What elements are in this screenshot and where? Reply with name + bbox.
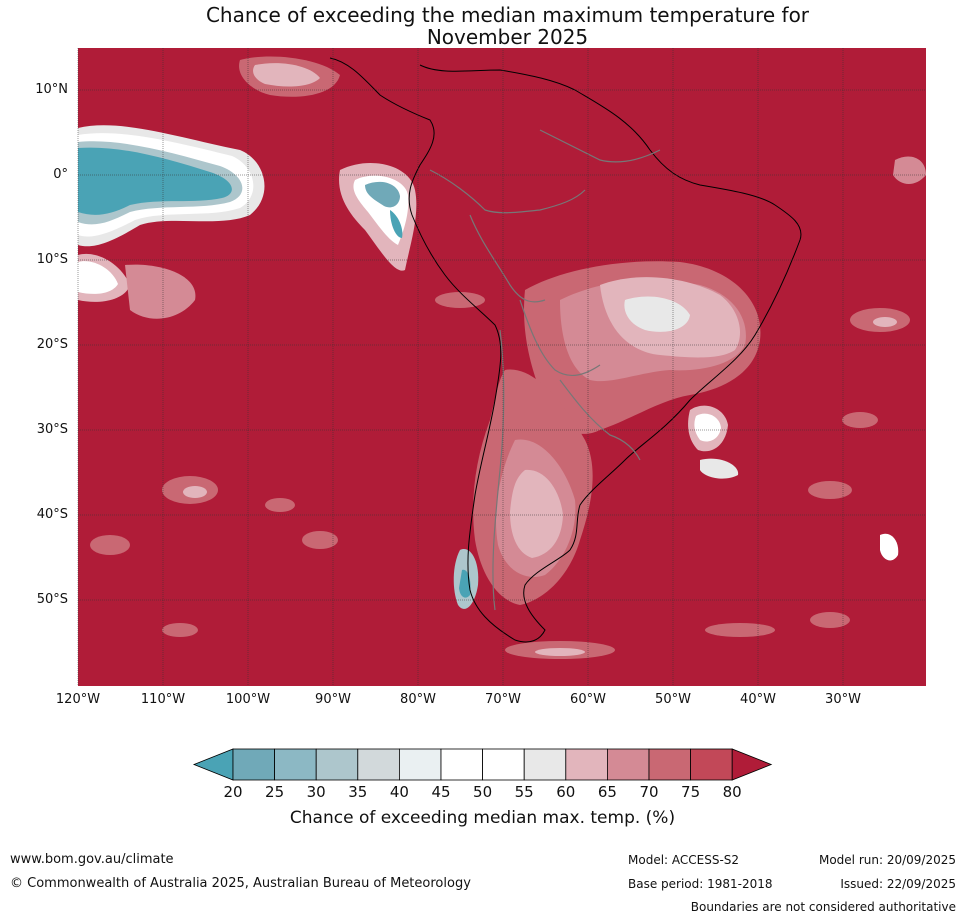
lon-label-50w: 50°W bbox=[655, 692, 691, 707]
colorbar-segment bbox=[482, 748, 525, 781]
lat-label-10s: 10°S bbox=[36, 252, 68, 267]
colorbar-segment bbox=[440, 748, 483, 781]
colorbar-segment bbox=[315, 748, 359, 781]
footer-copyright: © Commonwealth of Australia 2025, Austra… bbox=[10, 876, 471, 891]
cool-patch-patagonia-core bbox=[459, 569, 471, 598]
lon-label-60w: 60°W bbox=[570, 692, 606, 707]
cool-anomaly-atlantic bbox=[688, 156, 926, 561]
colorbar-segment bbox=[274, 748, 317, 781]
footer-disclaimer: Boundaries are not considered authoritat… bbox=[690, 900, 956, 914]
colorbar-segment bbox=[648, 748, 691, 781]
footer-base-period: Base period: 1981-2018 bbox=[628, 877, 773, 891]
colorbar-tick-label: 45 bbox=[431, 783, 451, 801]
warm-moderate-brazil bbox=[524, 261, 761, 434]
footer-website[interactable]: www.bom.gov.au/climate bbox=[10, 852, 174, 867]
warm-light-central-america bbox=[253, 63, 320, 87]
footer-model: Model: ACCESS-S2 bbox=[628, 853, 740, 867]
lon-label-70w: 70°W bbox=[485, 692, 521, 707]
colorbar-segment bbox=[398, 748, 442, 781]
lon-label-80w: 80°W bbox=[400, 692, 436, 707]
colorbar-tick-label: 20 bbox=[223, 783, 243, 801]
colorbar-tick-label: 80 bbox=[722, 783, 742, 801]
colorbar-arrow-high bbox=[731, 748, 773, 781]
country-borders bbox=[429, 129, 661, 611]
title-line-1: Chance of exceeding the median maximum t… bbox=[205, 3, 810, 27]
coastline bbox=[329, 57, 802, 643]
colorbar-tick-label: 55 bbox=[514, 783, 534, 801]
colorbar-segment bbox=[232, 748, 275, 781]
probability-field bbox=[78, 56, 926, 659]
lat-label-0: 0° bbox=[53, 167, 68, 182]
colorbar-tick-label: 60 bbox=[556, 783, 576, 801]
colorbar-label: Chance of exceeding median max. temp. (%… bbox=[289, 808, 676, 828]
colorbar-segment bbox=[690, 748, 733, 781]
colorbar-segment bbox=[607, 748, 650, 781]
footer-model-run: Model run: 20/09/2025 bbox=[818, 853, 956, 867]
colorbar-arrow-low bbox=[192, 748, 234, 781]
colorbar-tick-label: 30 bbox=[306, 783, 326, 801]
cool-anomaly-pacific-south bbox=[78, 253, 196, 319]
lon-label-120w: 120°W bbox=[55, 692, 101, 707]
lon-label-100w: 100°W bbox=[225, 692, 271, 707]
colorbar-tick-label: 70 bbox=[639, 783, 659, 801]
map-title: Chance of exceeding the median maximum t… bbox=[0, 4, 965, 48]
cool-anomaly-pacific bbox=[78, 125, 265, 247]
colorbar-segment bbox=[523, 748, 567, 781]
lat-label-20s: 20°S bbox=[36, 337, 68, 352]
title-line-2: November 2025 bbox=[426, 25, 589, 49]
colorbar-tick-label: 35 bbox=[348, 783, 368, 801]
footer-issued: Issued: 22/09/2025 bbox=[840, 877, 956, 891]
lat-label-40s: 40°S bbox=[36, 507, 68, 522]
colorbar-segment bbox=[565, 748, 608, 781]
scattered-light-patches bbox=[183, 317, 897, 656]
colorbar-tick-label: 25 bbox=[265, 783, 285, 801]
lat-label-30s: 30°S bbox=[36, 422, 68, 437]
cool-anomaly-ecuador bbox=[339, 162, 417, 271]
colorbar-segment bbox=[357, 748, 400, 781]
colorbar-tick-label: 50 bbox=[473, 783, 493, 801]
lat-label-50s: 50°S bbox=[36, 592, 68, 607]
colorbar-tick-label: 65 bbox=[597, 783, 617, 801]
lon-label-30w: 30°W bbox=[825, 692, 861, 707]
lon-label-90w: 90°W bbox=[315, 692, 351, 707]
graticule bbox=[77, 48, 926, 686]
lat-label-10n: 10°N bbox=[35, 82, 68, 97]
colorbar-tick-label: 40 bbox=[389, 783, 409, 801]
lon-label-40w: 40°W bbox=[740, 692, 776, 707]
colorbar-tick-label: 75 bbox=[681, 783, 701, 801]
lon-label-110w: 110°W bbox=[140, 692, 186, 707]
